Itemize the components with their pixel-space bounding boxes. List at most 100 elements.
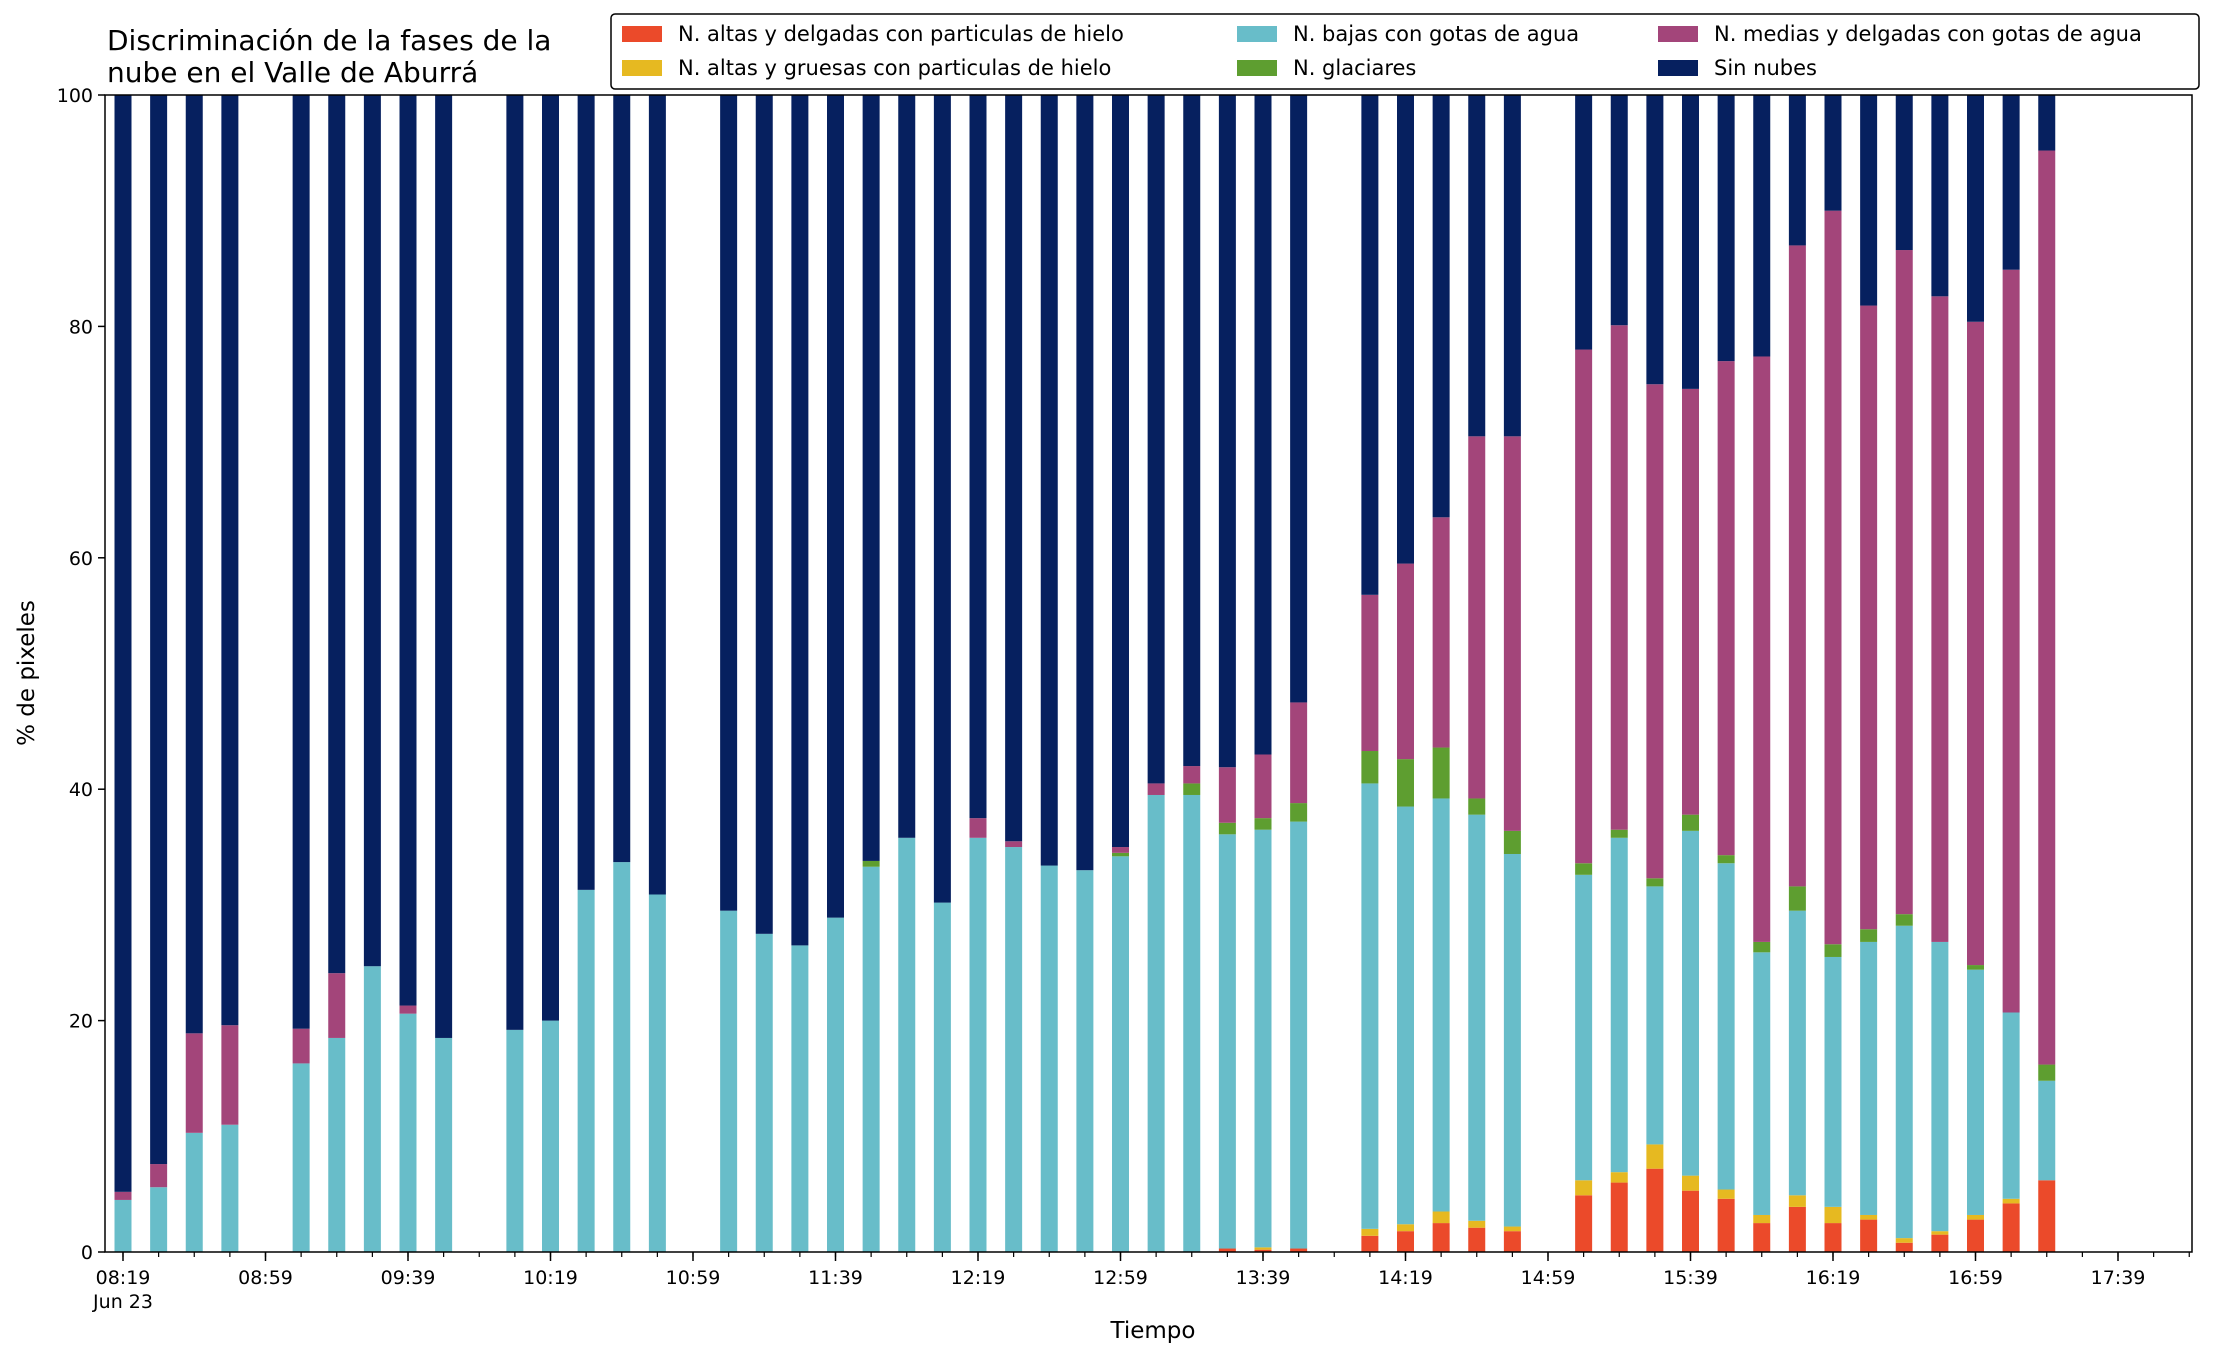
bar-segment [1682, 814, 1699, 831]
bar-segment [1646, 886, 1664, 1145]
bar-segment [2038, 95, 2056, 151]
bar-segment [1503, 95, 1521, 437]
bar-segment [506, 95, 524, 1030]
bar-segment [328, 973, 346, 1038]
bar-segment [1788, 1206, 1806, 1252]
bar-segment [1468, 1220, 1486, 1228]
bar-segment [1895, 1242, 1913, 1252]
bar-segment [1895, 1238, 1913, 1243]
bar-segment [1860, 1219, 1878, 1252]
bar-segment [435, 1037, 453, 1252]
chart-title-line: Discriminación de la fases de la [107, 24, 551, 57]
bar-segment [1610, 1182, 1628, 1252]
x-tick-label: 09:39 [381, 1267, 436, 1289]
bar-segment [1290, 821, 1308, 1249]
bar-segment [898, 837, 916, 1252]
bar-segment [1112, 847, 1129, 853]
bar-segment [2002, 95, 2020, 270]
y-tick-label: 20 [69, 1011, 93, 1033]
bar-segment [1468, 814, 1486, 1221]
chart-title-line: nube en el Valle de Aburrá [107, 56, 478, 89]
legend-label: Sin nubes [1714, 56, 1817, 80]
bar-segment [1860, 929, 1878, 942]
bar-segment [648, 95, 666, 895]
bar-segment [1788, 95, 1806, 246]
bar-segment [1397, 563, 1414, 760]
x-tick-label: 10:19 [523, 1267, 578, 1289]
bar-segment [1967, 969, 1984, 1215]
bar-segment [1575, 874, 1593, 1181]
bar-segment [1076, 870, 1094, 1252]
bar-segment [150, 1164, 168, 1188]
y-axis-label: % de pixeles [14, 600, 40, 746]
bar-segment [720, 95, 738, 911]
bar-segment [1682, 95, 1699, 389]
bar-segment [613, 95, 631, 863]
bar-segment [150, 95, 168, 1165]
bar-segment [1218, 95, 1236, 768]
bar-segment [1468, 798, 1486, 815]
bar-segment [1931, 296, 1949, 942]
bar-segment [898, 95, 916, 838]
bar-segment [1931, 1234, 1949, 1252]
bar-segment [1717, 855, 1735, 864]
bar-segment [1895, 925, 1913, 1239]
bar-segment [292, 1063, 310, 1252]
bar-segment [577, 95, 595, 890]
bar-segment [1040, 95, 1058, 866]
bar-segment [1646, 878, 1664, 887]
bar-segment [1503, 1226, 1521, 1232]
bar-segment [221, 95, 239, 1026]
bar-segment [1895, 250, 1913, 915]
y-axis: 0 20 40 60 80 100 [57, 85, 105, 1264]
bar-segment [1682, 830, 1699, 1176]
bar-segment [399, 1005, 417, 1014]
x-tick-label: 08:59 [238, 1267, 293, 1289]
legend-swatch [1658, 60, 1698, 76]
x-tick-label: 13:39 [1236, 1267, 1291, 1289]
bar-segment [933, 902, 951, 1252]
bar-segment [1646, 1168, 1664, 1252]
bar-segment [1646, 384, 1664, 879]
bar-segment [1397, 759, 1414, 807]
bar-segment [1610, 325, 1628, 830]
legend: N. altas y delgadas con particulas de hi… [610, 13, 2200, 90]
legend-label: N. medias y delgadas con gotas de agua [1714, 22, 2142, 46]
bar-segment [1432, 747, 1450, 799]
bar-segment [185, 1033, 203, 1133]
bar-segment [1397, 1224, 1414, 1232]
bar-segment [292, 95, 310, 1029]
bar-segment [542, 1020, 559, 1252]
bar-segment [577, 889, 595, 1252]
bar-segment [328, 95, 346, 974]
bar-segment [1218, 822, 1236, 835]
bar-segment [221, 1124, 239, 1252]
bar-segment [1753, 941, 1771, 953]
bar-segment [1254, 95, 1272, 755]
bar-segment [399, 1013, 417, 1252]
bar-segment [1183, 783, 1201, 795]
bar-segment [1290, 1248, 1308, 1252]
bar-segment [1432, 1211, 1450, 1224]
bar-segment [2002, 269, 2020, 1013]
bar-segment [114, 1199, 132, 1252]
bar-segment [185, 1132, 203, 1252]
bar-segment [1682, 1175, 1699, 1191]
x-tick-label: 14:59 [1521, 1267, 1576, 1289]
legend-swatch [622, 60, 662, 76]
bar-segment [862, 860, 880, 867]
bar-segment [1183, 95, 1201, 767]
bar-segment [1931, 1231, 1949, 1235]
x-tick-label: 08:19 [96, 1267, 151, 1289]
bar-segment [114, 95, 132, 1192]
bar-segment [1503, 830, 1521, 854]
bar-segment [1432, 517, 1450, 748]
bar-segment [1218, 834, 1236, 1249]
bar-segment [1682, 388, 1699, 815]
legend-swatch [1237, 26, 1277, 42]
bar-segment [827, 95, 844, 918]
bar-segment [399, 95, 417, 1006]
bar-segment [1824, 956, 1842, 1207]
bar-segment [1076, 95, 1094, 871]
